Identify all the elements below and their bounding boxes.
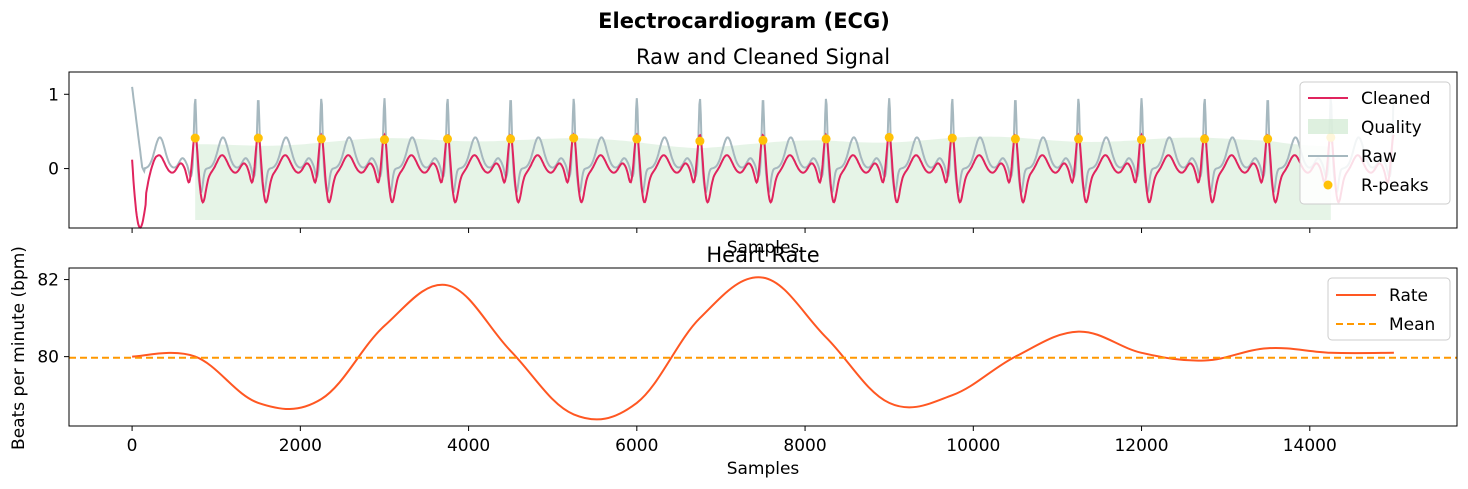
rate-series-line	[132, 276, 1394, 421]
heart-rate-x-tick-label: 14000	[1283, 436, 1337, 456]
heart-rate-legend-label: Mean	[1389, 315, 1435, 335]
r-peak-point	[1263, 134, 1273, 144]
signal-legend-swatch	[1323, 180, 1333, 190]
r-peak-point	[380, 135, 389, 145]
heart-rate-chart-title: Heart Rate	[706, 243, 819, 267]
signal-legend-label: Quality	[1361, 118, 1422, 138]
heart-rate-legend-label: Rate	[1389, 286, 1428, 306]
heart-rate-x-tick-label: 0	[127, 436, 138, 456]
heart-rate-legend: Rate Mean	[1327, 277, 1451, 341]
signal-plot-area	[131, 86, 1395, 229]
heart-rate-x-axis-label: Samples	[727, 459, 800, 479]
r-peak-point	[1010, 134, 1020, 144]
r-peak-point	[947, 133, 957, 143]
signal-legend: Cleaned Quality Raw R-peaks	[1299, 81, 1451, 205]
signal-plot-frame	[68, 71, 1458, 229]
signal-axes: 01	[48, 85, 1311, 233]
signal-x-axis-label: Samples	[727, 238, 800, 258]
signal-y-tick-label: 0	[48, 160, 59, 180]
r-peak-point	[758, 135, 768, 145]
r-peak-point	[190, 133, 200, 143]
heart-rate-x-tick-label: 8000	[783, 436, 826, 456]
heart-rate-plot-frame	[68, 267, 1458, 427]
heart-rate-x-tick-label: 2000	[279, 436, 322, 456]
heart-rate-plot-area	[69, 276, 1457, 421]
r-peak-point	[695, 136, 705, 146]
heart-rate-y-tick-label: 82	[37, 271, 59, 291]
heart-rate-x-tick-label: 6000	[615, 436, 658, 456]
signal-legend-box	[1299, 81, 1451, 205]
figure-title: Electrocardiogram (ECG)	[598, 9, 890, 33]
raw-series-line	[131, 86, 1395, 195]
heart-rate-y-tick-label: 80	[37, 348, 59, 368]
signal-legend-label: Cleaned	[1361, 89, 1431, 109]
cleaned-series-line	[131, 132, 1395, 229]
signal-y-tick-label: 1	[48, 85, 59, 105]
r-peak-point	[506, 134, 516, 144]
signal-legend-label: R-peaks	[1361, 176, 1429, 196]
r-peak-point	[1074, 134, 1083, 144]
r-peak-point	[253, 133, 263, 143]
heart-rate-x-tick-label: 12000	[1114, 436, 1168, 456]
r-peak-point	[443, 134, 452, 144]
quality-area	[195, 136, 1331, 220]
heart-rate-y-axis-label: Beats per minute (bpm)	[9, 246, 29, 450]
signal-legend-swatch	[1308, 119, 1348, 134]
heart-rate-x-tick-label: 10000	[946, 436, 1000, 456]
r-peak-point	[569, 133, 579, 143]
signal-legend-label: Raw	[1361, 147, 1397, 167]
r-peak-point	[632, 134, 642, 144]
r-peak-point	[316, 134, 326, 144]
r-peak-point	[1200, 134, 1210, 144]
r-peak-point	[821, 134, 831, 144]
heart-rate-axes: 80 82 0 2000 4000 6000 8000 10000 12000 14000	[37, 271, 1336, 456]
heart-rate-x-tick-label: 4000	[447, 436, 490, 456]
r-peak-point	[884, 132, 894, 142]
r-peak-point	[1137, 135, 1146, 145]
signal-chart-title: Raw and Cleaned Signal	[636, 45, 890, 69]
